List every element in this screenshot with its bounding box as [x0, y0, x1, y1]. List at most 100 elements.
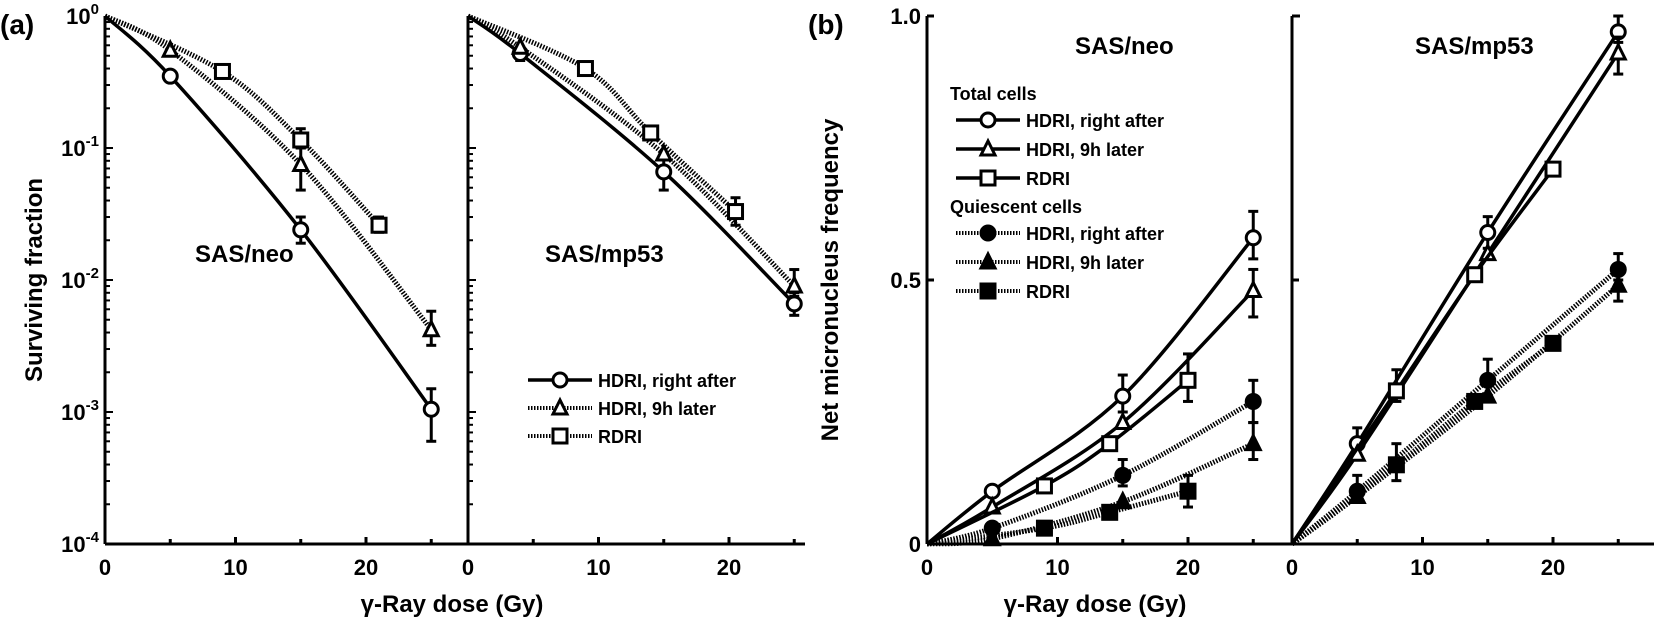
- x-tick-label: 20: [354, 555, 378, 580]
- data-point: [1101, 503, 1119, 521]
- data-point: [161, 67, 179, 85]
- series-line: [1290, 341, 1555, 546]
- data-point: [785, 295, 803, 313]
- x-tick-label: 20: [1176, 555, 1200, 580]
- y-tick-base: 10: [66, 4, 90, 29]
- data-point: [160, 38, 180, 58]
- data-point: [1113, 411, 1133, 431]
- y-tick-base: 10: [61, 532, 85, 557]
- legend-marker: [550, 396, 570, 416]
- data-point: [1179, 482, 1197, 500]
- legend-marker: [978, 250, 998, 270]
- data-point: [784, 274, 804, 294]
- x-tick-label: 0: [1286, 555, 1298, 580]
- subplot-title: SAS/mp53: [1415, 33, 1534, 60]
- series-line: [925, 236, 1255, 546]
- y-tick-base: 10: [61, 268, 85, 293]
- data-point: [292, 131, 310, 149]
- legend-marker: [979, 282, 997, 300]
- data-point: [213, 62, 231, 80]
- data-point: [422, 400, 440, 418]
- data-point: [1544, 334, 1562, 352]
- data-point: [1243, 279, 1263, 299]
- series-quiescent-cells-rdri: [1290, 334, 1562, 546]
- y-axis-label: Net micronucleus frequency: [817, 118, 844, 441]
- data-point: [510, 35, 530, 55]
- legend-label: HDRI, 9h later: [1026, 140, 1144, 160]
- data-point: [655, 163, 673, 181]
- x-tick-label: 10: [586, 555, 610, 580]
- series-line: [926, 488, 1189, 547]
- series-line: [103, 13, 381, 227]
- legend-label: HDRI, right after: [598, 371, 736, 391]
- data-point: [1179, 371, 1197, 389]
- x-axis-label: γ-Ray dose (Gy): [1004, 591, 1187, 618]
- series-quiescent-cells-hdri-9h-later: [926, 421, 1263, 547]
- legend-marker: [979, 111, 997, 129]
- series-total-cells-hdri-right-after: [925, 209, 1262, 546]
- data-point: [1035, 519, 1053, 537]
- data-point: [1243, 432, 1263, 452]
- subplot-a-1: 0 10 20 SAS/mp53: [428, 13, 805, 580]
- legend-label: HDRI, 9h later: [1026, 253, 1144, 273]
- x-tick-label: 10: [1410, 555, 1434, 580]
- legend-marker: [551, 427, 569, 445]
- data-point: [1608, 41, 1628, 61]
- series-hdri-9h-later: [103, 13, 441, 347]
- x-tick-label: 0: [99, 555, 111, 580]
- legend: HDRI, right after HDRI, 9h later RDRI: [528, 371, 736, 447]
- data-point: [1114, 387, 1132, 405]
- data-point: [1101, 435, 1119, 453]
- y-axis-label: Surviving fraction: [21, 178, 48, 382]
- data-point: [1479, 223, 1497, 241]
- series-line: [1290, 283, 1620, 547]
- data-point: [1035, 477, 1053, 495]
- x-tick-label: 10: [1045, 555, 1069, 580]
- subplot-title: SAS/neo: [1075, 33, 1174, 60]
- subplot-a-0: 0 10 20 SAS/neo: [99, 13, 441, 580]
- data-point: [982, 527, 1002, 547]
- y-tick-label: 10-2: [61, 265, 99, 293]
- data-point: [1387, 456, 1405, 474]
- data-point: [1113, 490, 1133, 510]
- legend-marker: [979, 169, 997, 187]
- series-quiescent-cells-hdri-9h-later: [1290, 267, 1628, 547]
- y-tick-exponent: -1: [86, 133, 99, 150]
- y-tick-base: 10: [61, 136, 85, 161]
- y-tick-label: 10-4: [61, 529, 99, 557]
- legend-marker: [551, 371, 569, 389]
- series-line: [466, 13, 797, 288]
- data-point: [1544, 160, 1562, 178]
- y-tick-value: 0: [909, 532, 921, 557]
- x-tick-label: 10: [223, 555, 247, 580]
- panel-label: (b): [808, 9, 844, 40]
- data-point: [370, 216, 388, 234]
- series-line: [466, 14, 796, 306]
- y-tick-exponent: -2: [86, 265, 99, 282]
- data-point: [1466, 266, 1484, 284]
- legend-label: HDRI, 9h later: [598, 399, 716, 419]
- series-quiescent-cells-rdri: [926, 473, 1197, 547]
- y-tick-exponent: -4: [86, 529, 100, 546]
- x-axis-label: γ-Ray dose (Gy): [361, 591, 544, 618]
- y-tick-value: 0.5: [890, 268, 921, 293]
- y-tick-value: 1.0: [890, 4, 921, 29]
- series-hdri-9h-later: [466, 13, 804, 298]
- legend-group-title: Quiescent cells: [950, 197, 1082, 217]
- series-total-cells-rdri: [1290, 160, 1562, 545]
- y-tick-label: 0: [909, 532, 921, 557]
- x-tick-label: 0: [462, 555, 474, 580]
- panel-b: (b) Net micronucleus frequency γ-Ray dose …: [808, 4, 1654, 618]
- y-tick-label: 0.5: [890, 268, 921, 293]
- data-point: [421, 318, 441, 338]
- data-point: [654, 142, 674, 162]
- legend-marker: [978, 137, 998, 157]
- data-point: [291, 153, 311, 172]
- legend: Total cells HDRI, right after HDRI, 9h lat…: [950, 84, 1164, 302]
- legend-marker: [979, 224, 997, 242]
- y-tick-label: 10-1: [61, 133, 99, 161]
- legend-label: RDRI: [1026, 282, 1070, 302]
- series-total-cells-rdri: [926, 352, 1197, 546]
- legend-label: HDRI, right after: [1026, 111, 1164, 131]
- subplot-title: SAS/neo: [195, 241, 294, 268]
